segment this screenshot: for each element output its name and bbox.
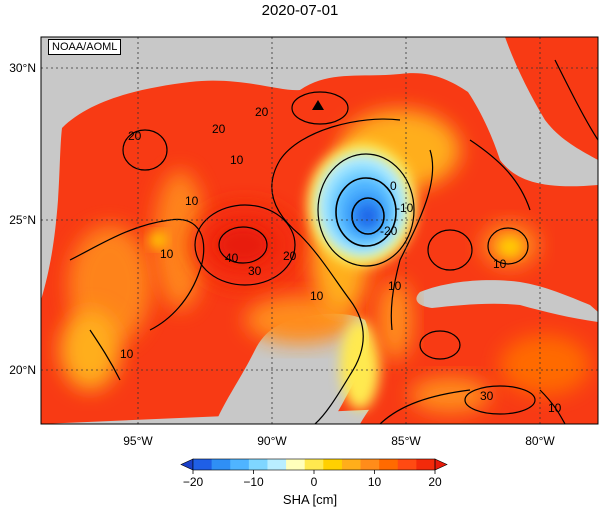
colorbar-swatch <box>211 459 231 470</box>
triangle-marker <box>312 100 324 110</box>
colorbar-tick-label: −20 <box>183 475 204 489</box>
contour-label: 10 <box>310 289 324 303</box>
lat-label: 20°N <box>9 363 36 377</box>
colorbar: −20 −10 0 10 20 <box>180 458 448 489</box>
lon-label: 85°W <box>391 434 421 448</box>
contour-label: 20 <box>255 105 269 119</box>
colorbar-tick-label: 10 <box>368 475 382 489</box>
lon-label: 80°W <box>525 434 555 448</box>
colorbar-swatch <box>304 459 324 470</box>
atlantic-ocean <box>505 37 598 160</box>
contour-label: 10 <box>548 401 562 415</box>
contour-label: 40 <box>225 251 239 265</box>
colorbar-tick-label: 0 <box>311 475 318 489</box>
map-frame <box>40 36 599 425</box>
contour-label: 10 <box>493 257 507 271</box>
contour-label: 10 <box>185 194 199 208</box>
lat-label: 30°N <box>9 61 36 75</box>
sha-field <box>60 110 590 413</box>
contour-label: 20 <box>283 249 297 263</box>
contour-lines <box>69 59 598 424</box>
colorbar-max-arrow <box>434 458 448 471</box>
contour-label: -10 <box>396 201 414 215</box>
contour-labels: 20 20 20 10 10 10 0 -10 -20 40 30 20 10 … <box>120 105 562 415</box>
colorbar-swatch <box>397 459 417 470</box>
lat-label: 25°N <box>9 213 36 227</box>
lon-label: 90°W <box>257 434 287 448</box>
colorbar-swatch <box>379 459 399 470</box>
colorbar-swatch <box>286 459 306 470</box>
colorbar-min-arrow <box>180 458 194 471</box>
credit-label: NOAA/AOML <box>48 39 122 55</box>
contour-label: 10 <box>120 347 134 361</box>
colorbar-swatch <box>416 459 436 470</box>
contour-label: -20 <box>380 224 398 238</box>
colorbar-tick-label: −10 <box>243 475 264 489</box>
contour-label: 10 <box>160 247 174 261</box>
lat-labels: 30°N 25°N 20°N <box>9 61 36 377</box>
colorbar-swatch <box>360 459 380 470</box>
cuba-land <box>416 280 598 322</box>
contour-label: 10 <box>230 153 244 167</box>
contour-label: 20 <box>212 122 226 136</box>
lon-label: 95°W <box>123 434 153 448</box>
colorbar-swatch <box>323 459 343 470</box>
contour-label: 20 <box>128 129 142 143</box>
contour-label: 30 <box>248 264 262 278</box>
colorbar-title: SHA [cm] <box>282 492 338 507</box>
colorbar-swatch <box>248 459 268 470</box>
colorbar-tick-label: 20 <box>428 475 442 489</box>
colorbar-swatch <box>193 459 213 470</box>
contour-label: 30 <box>480 389 494 403</box>
map-title: 2020-07-01 <box>261 2 339 19</box>
contour-label: 10 <box>388 279 402 293</box>
colorbar-swatch <box>341 459 362 470</box>
yucatan-land <box>215 313 370 424</box>
lon-labels: 95°W 90°W 85°W 80°W <box>123 434 555 448</box>
colorbar-swatch <box>267 459 287 470</box>
contour-label: 0 <box>390 179 397 193</box>
colorbar-swatch <box>230 459 250 470</box>
